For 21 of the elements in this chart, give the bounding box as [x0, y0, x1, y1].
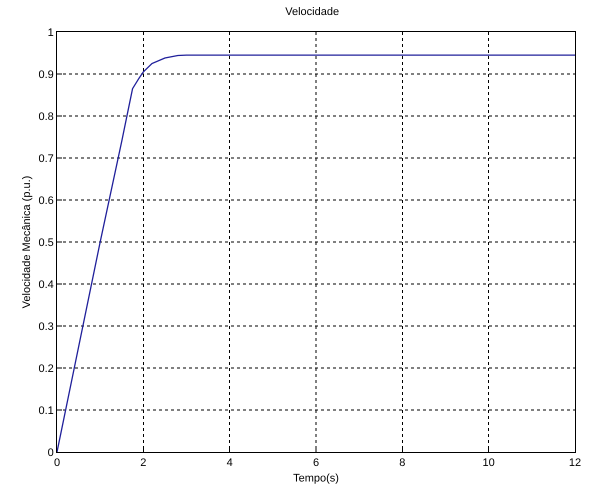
- y-tick-label: 0.8: [38, 110, 54, 123]
- x-tick-label: 6: [312, 457, 320, 470]
- y-axis-title: Velocidade Mecânica (p.u.): [21, 176, 34, 308]
- y-tick-label: 0.3: [38, 320, 54, 333]
- x-tick-label: 8: [399, 457, 406, 470]
- y-tick-label: 0: [48, 446, 54, 459]
- y-tick-label: 0.5: [38, 236, 54, 249]
- y-tick-label: 0.7: [38, 152, 54, 165]
- x-tick-label: 4: [226, 457, 233, 470]
- y-tick-label: 0.9: [38, 68, 54, 81]
- y-tick-label: 0.2: [38, 362, 54, 375]
- y-tick-label: 1: [48, 26, 54, 39]
- x-tick-label: 2: [140, 457, 146, 470]
- line-series: [57, 54, 575, 452]
- x-axis-title: Tempo(s): [293, 472, 339, 484]
- x-tick-label: 12: [568, 457, 582, 470]
- x-tick-label: 10: [482, 457, 495, 470]
- y-tick-label: 0.6: [38, 194, 54, 207]
- y-tick-label: 0.4: [38, 278, 54, 291]
- chart-title: Velocidade: [285, 6, 340, 18]
- y-tick-label: 0.1: [38, 404, 54, 417]
